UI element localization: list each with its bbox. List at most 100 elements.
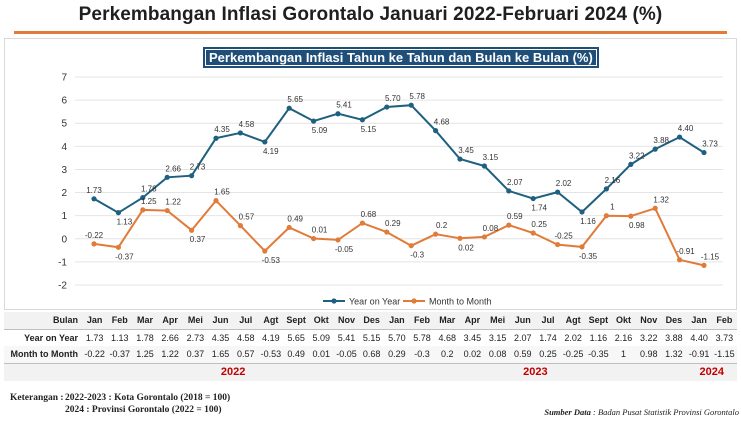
table-value-cell: -0.22: [82, 346, 108, 363]
data-label-mtm: -0.25: [554, 232, 573, 241]
y-tick-label: 4: [61, 142, 67, 153]
table-value-cell: 1.73: [82, 329, 108, 346]
data-label-yoy: 1.74: [531, 204, 547, 213]
table-month-cell: Jul: [233, 312, 259, 330]
y-tick-label: 2: [61, 188, 67, 199]
table-month-cell: Okt: [308, 312, 334, 330]
legend-marker-yoy: [331, 298, 337, 304]
data-point-mtm: [140, 207, 146, 213]
data-label-mtm: -0.35: [579, 252, 598, 261]
data-label-yoy: 3.73: [702, 140, 718, 149]
source-label: Sumber Data: [544, 407, 591, 417]
table-month-cell: Sept: [585, 312, 611, 330]
source-note: Sumber Data : Badan Pusat Statistik Prov…: [544, 407, 739, 417]
table-value-cell: 0.59: [510, 346, 536, 363]
table-value-cell: 3.45: [459, 329, 485, 346]
data-table: Bulan Jan Feb Mar Apr Mei Jun Jul Agt Sept Okt Nov D…: [4, 312, 737, 381]
notes-label: Keterangan :: [10, 393, 64, 403]
data-label-yoy: 5.15: [361, 125, 377, 134]
data-point-mtm: [603, 213, 610, 219]
notes-line-2: 2024 : Provinsi Gorontalo (2022 = 100): [65, 405, 222, 415]
data-point-mtm: [189, 227, 195, 233]
data-label-yoy: 4.68: [434, 118, 450, 127]
legend-label-yoy: Year on Year: [349, 297, 400, 307]
data-point-yoy: [115, 210, 121, 216]
data-point-mtm: [701, 262, 707, 268]
y-tick-label: 5: [61, 119, 67, 130]
table-value-cell: -0.53: [258, 346, 284, 363]
table-value-cell: -1.15: [711, 346, 737, 363]
table-value-cell: 5.41: [333, 329, 360, 346]
data-point-mtm: [237, 223, 243, 229]
table-value-cell: 1.25: [132, 346, 158, 363]
data-label-yoy: 4.58: [239, 120, 255, 129]
table-month-cell: Jul: [535, 312, 561, 330]
table-year-cell: 2024: [686, 362, 737, 381]
table-month-cell: Nov: [333, 312, 360, 330]
data-label-mtm: 0.68: [361, 210, 377, 219]
table-year-cell: 2023: [384, 362, 687, 381]
data-label-mtm: 0.2: [436, 221, 448, 230]
data-point-mtm: [433, 231, 439, 237]
table-value-cell: 2.73: [182, 329, 208, 346]
data-label-mtm: -0.37: [115, 252, 134, 261]
table-value-cell: 4.19: [258, 329, 284, 346]
table-header-row: Bulan Jan Feb Mar Apr Mei Jun Jul Agt Sept Okt Nov D…: [4, 312, 737, 330]
data-point-mtm: [530, 230, 536, 236]
data-label-mtm: 0.25: [531, 220, 547, 229]
table-month-cell: Jun: [207, 312, 234, 330]
data-point-yoy: [262, 139, 268, 145]
table-value-cell: 0.68: [359, 346, 385, 363]
data-point-yoy: [481, 163, 487, 169]
y-tick-label: -2: [58, 281, 67, 292]
data-label-yoy: 1.78: [141, 185, 157, 194]
data-point-mtm: [506, 222, 512, 228]
data-point-yoy: [530, 195, 536, 202]
data-label-mtm: -0.3: [410, 251, 424, 260]
table-month-cell: Feb: [409, 312, 435, 330]
table-month-cell: Okt: [610, 312, 637, 330]
data-point-mtm: [384, 229, 390, 235]
table-month-cell: Des: [661, 312, 687, 330]
line-chart: -2 -1 0 1 2 3 4 5 6 7 1.73 1.13 1.78 2.66 2.73 4.35 4.58…: [58, 73, 723, 307]
notes: Keterangan :2022-2023 : Kota Gorontalo (…: [10, 392, 230, 416]
table-month-cell: Mar: [434, 312, 460, 330]
table-value-cell: 0.98: [636, 346, 662, 363]
data-point-mtm: [628, 213, 634, 219]
table-value-cell: -0.05: [333, 346, 360, 363]
table-value-cell: 5.09: [308, 329, 334, 346]
table-month-cell: Jun: [510, 312, 536, 330]
table-value-cell: 5.65: [283, 329, 309, 346]
table-value-cell: 4.58: [233, 329, 259, 346]
data-point-yoy: [652, 146, 658, 152]
data-label-mtm: -0.91: [676, 247, 695, 256]
y-tick-label: 1: [61, 211, 67, 222]
data-label-mtm: 0.57: [239, 213, 255, 222]
data-point-yoy: [91, 196, 97, 202]
data-point-yoy: [628, 161, 634, 167]
table-month-cell: Sept: [283, 312, 309, 330]
data-point-yoy: [506, 188, 512, 194]
y-tick-label: 0: [61, 234, 67, 245]
series-line-yoy: [93, 104, 705, 214]
table-month-cell: Mei: [485, 312, 511, 330]
data-point-mtm: [286, 224, 292, 231]
data-label-mtm: 0.02: [458, 243, 474, 252]
table-value-cell: 1.65: [207, 346, 234, 363]
table-value-cell: 0.57: [233, 346, 259, 363]
data-label-mtm: 0.01: [312, 226, 328, 235]
data-label-yoy: 5.41: [336, 101, 352, 110]
data-label-yoy: 2.02: [556, 179, 572, 188]
data-label-yoy: 2.07: [507, 178, 523, 187]
data-label-mtm: 0.98: [629, 221, 645, 230]
data-point-mtm: [115, 244, 121, 250]
data-label-mtm: -1.15: [701, 252, 720, 261]
y-tick-label: 7: [61, 73, 67, 84]
data-point-mtm: [359, 220, 365, 226]
data-label-yoy: 3.88: [653, 136, 669, 145]
table-row-label: Year on Year: [4, 329, 82, 346]
data-label-mtm: -0.53: [262, 256, 281, 265]
data-label-yoy: 2.66: [165, 164, 181, 173]
data-point-yoy: [701, 149, 707, 156]
table-month-cell: Agt: [258, 312, 284, 330]
